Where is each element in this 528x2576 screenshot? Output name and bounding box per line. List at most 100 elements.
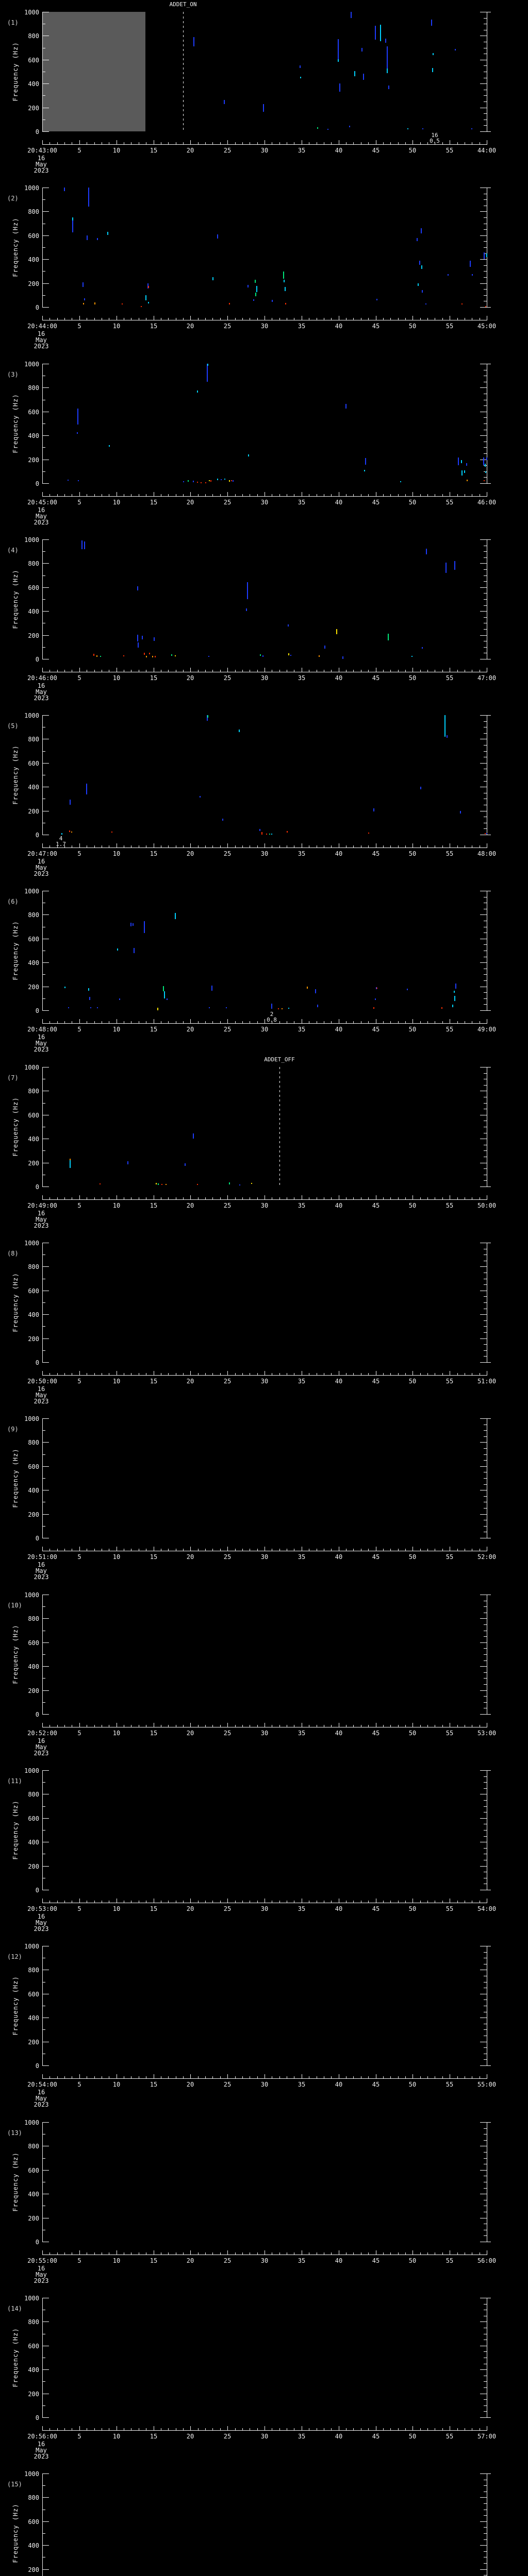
y-tick — [480, 2545, 487, 2546]
x-tick — [390, 494, 391, 496]
x-tick-label: 30 — [260, 1730, 269, 1737]
x-tick — [94, 1021, 95, 1023]
x-tick — [398, 1549, 399, 1551]
y-tick — [480, 1666, 487, 1667]
detection-mark — [137, 586, 138, 590]
y-tick — [484, 1168, 487, 1170]
y-tick — [42, 2569, 49, 2570]
x-tick — [442, 845, 443, 848]
x-tick-label: 10 — [112, 499, 121, 506]
x-tick-label: 25 — [223, 1730, 232, 1737]
y-tick-label: 800 — [28, 384, 39, 392]
x-axis — [42, 1375, 487, 1376]
x-tick — [368, 142, 369, 144]
x-tick-label: 20 — [186, 674, 194, 682]
y-tick-label: 1000 — [24, 1415, 39, 1422]
y-axis-title: Frequency (Hz) — [12, 1097, 19, 1157]
x-tick-label: 35 — [298, 1026, 306, 1033]
y-tick — [484, 477, 487, 478]
y-tick — [480, 1338, 487, 1339]
x-tick — [427, 2428, 428, 2430]
x-tick-label: 40 — [335, 323, 343, 330]
x-tick — [420, 1197, 421, 1199]
y-tick — [42, 563, 49, 564]
x-tick — [368, 2252, 369, 2255]
x-tick — [390, 2428, 391, 2430]
detection-mark — [68, 1007, 70, 1009]
y-tick — [480, 914, 487, 916]
detection-mark — [163, 986, 164, 992]
x-tick — [79, 140, 80, 144]
y-tick — [484, 593, 487, 594]
x-tick — [383, 1901, 384, 1903]
y-axis-title: Frequency (Hz) — [12, 2503, 19, 2563]
y-tick-label: 400 — [28, 80, 39, 88]
y-tick — [484, 1836, 487, 1837]
x-tick — [57, 2252, 58, 2255]
detection-mark — [350, 12, 352, 19]
x-tick — [353, 2252, 354, 2255]
x-tick — [383, 1197, 384, 1199]
x-tick-label: 20 — [186, 499, 194, 506]
y-tick — [42, 271, 45, 272]
y-tick-label: 400 — [28, 608, 39, 616]
x-tick — [420, 2252, 421, 2255]
y-tick — [484, 551, 487, 552]
detection-mark — [288, 653, 289, 656]
y-tick — [42, 2170, 49, 2171]
x-tick — [427, 494, 428, 496]
detection-mark — [77, 408, 78, 425]
x-tick — [398, 845, 399, 848]
x-tick-label: 35 — [298, 147, 306, 154]
x-tick — [220, 2428, 221, 2430]
x-tick — [442, 2252, 443, 2255]
y-tick — [42, 647, 45, 648]
y-tick — [42, 2381, 45, 2382]
y-tick-label: 800 — [28, 1439, 39, 1447]
y-tick — [42, 199, 45, 200]
date-line: May — [36, 864, 47, 871]
x-tick — [212, 1901, 213, 1903]
y-tick-label: 600 — [28, 1639, 39, 1647]
y-tick — [42, 1418, 49, 1419]
panel-index-label: (6) — [7, 898, 19, 905]
x-tick — [427, 1901, 428, 1903]
detection-mark — [100, 655, 102, 657]
y-tick — [484, 95, 487, 96]
x-axis — [42, 2430, 487, 2431]
x-tick — [368, 2076, 369, 2078]
y-tick — [484, 1344, 487, 1345]
y-tick-label: 200 — [28, 2566, 39, 2573]
detection-mark — [70, 1159, 71, 1168]
y-tick — [484, 1848, 487, 1849]
x-tick — [227, 2426, 228, 2430]
x-tick — [212, 1549, 213, 1551]
x-tick — [168, 2428, 169, 2430]
y-tick — [484, 647, 487, 648]
panel-index-label: (14) — [7, 2305, 22, 2312]
y-tick-label: 1000 — [24, 712, 39, 719]
x-start-time-label: 20:43:00 — [27, 147, 57, 154]
x-tick — [64, 1725, 65, 1727]
x-tick-label: 35 — [298, 674, 306, 682]
detection-mark — [83, 302, 84, 304]
y-tick — [484, 229, 487, 230]
x-tick — [279, 1197, 280, 1199]
x-tick-label: 40 — [335, 1202, 343, 1209]
x-tick-label: 25 — [223, 323, 232, 330]
x-tick — [205, 2076, 206, 2078]
y-tick-label: 600 — [28, 584, 39, 591]
y-tick — [484, 447, 487, 448]
x-tick-label: 5 — [77, 1378, 81, 1385]
y-tick — [484, 1526, 487, 1527]
x-tick-label: 40 — [335, 2081, 343, 2088]
detection-mark — [418, 283, 419, 286]
x-tick-label: 45 — [372, 1730, 380, 1737]
spectrogram-panel: (3) Frequency (Hz) 0 200 400 600 800 1000 20:45:… — [0, 352, 528, 528]
x-tick — [368, 318, 369, 320]
detection-mark — [137, 635, 138, 641]
x-tick-label: 25 — [223, 1378, 232, 1385]
detection-mark — [239, 1184, 241, 1186]
x-tick — [412, 2426, 413, 2430]
y-tick — [42, 2158, 45, 2159]
